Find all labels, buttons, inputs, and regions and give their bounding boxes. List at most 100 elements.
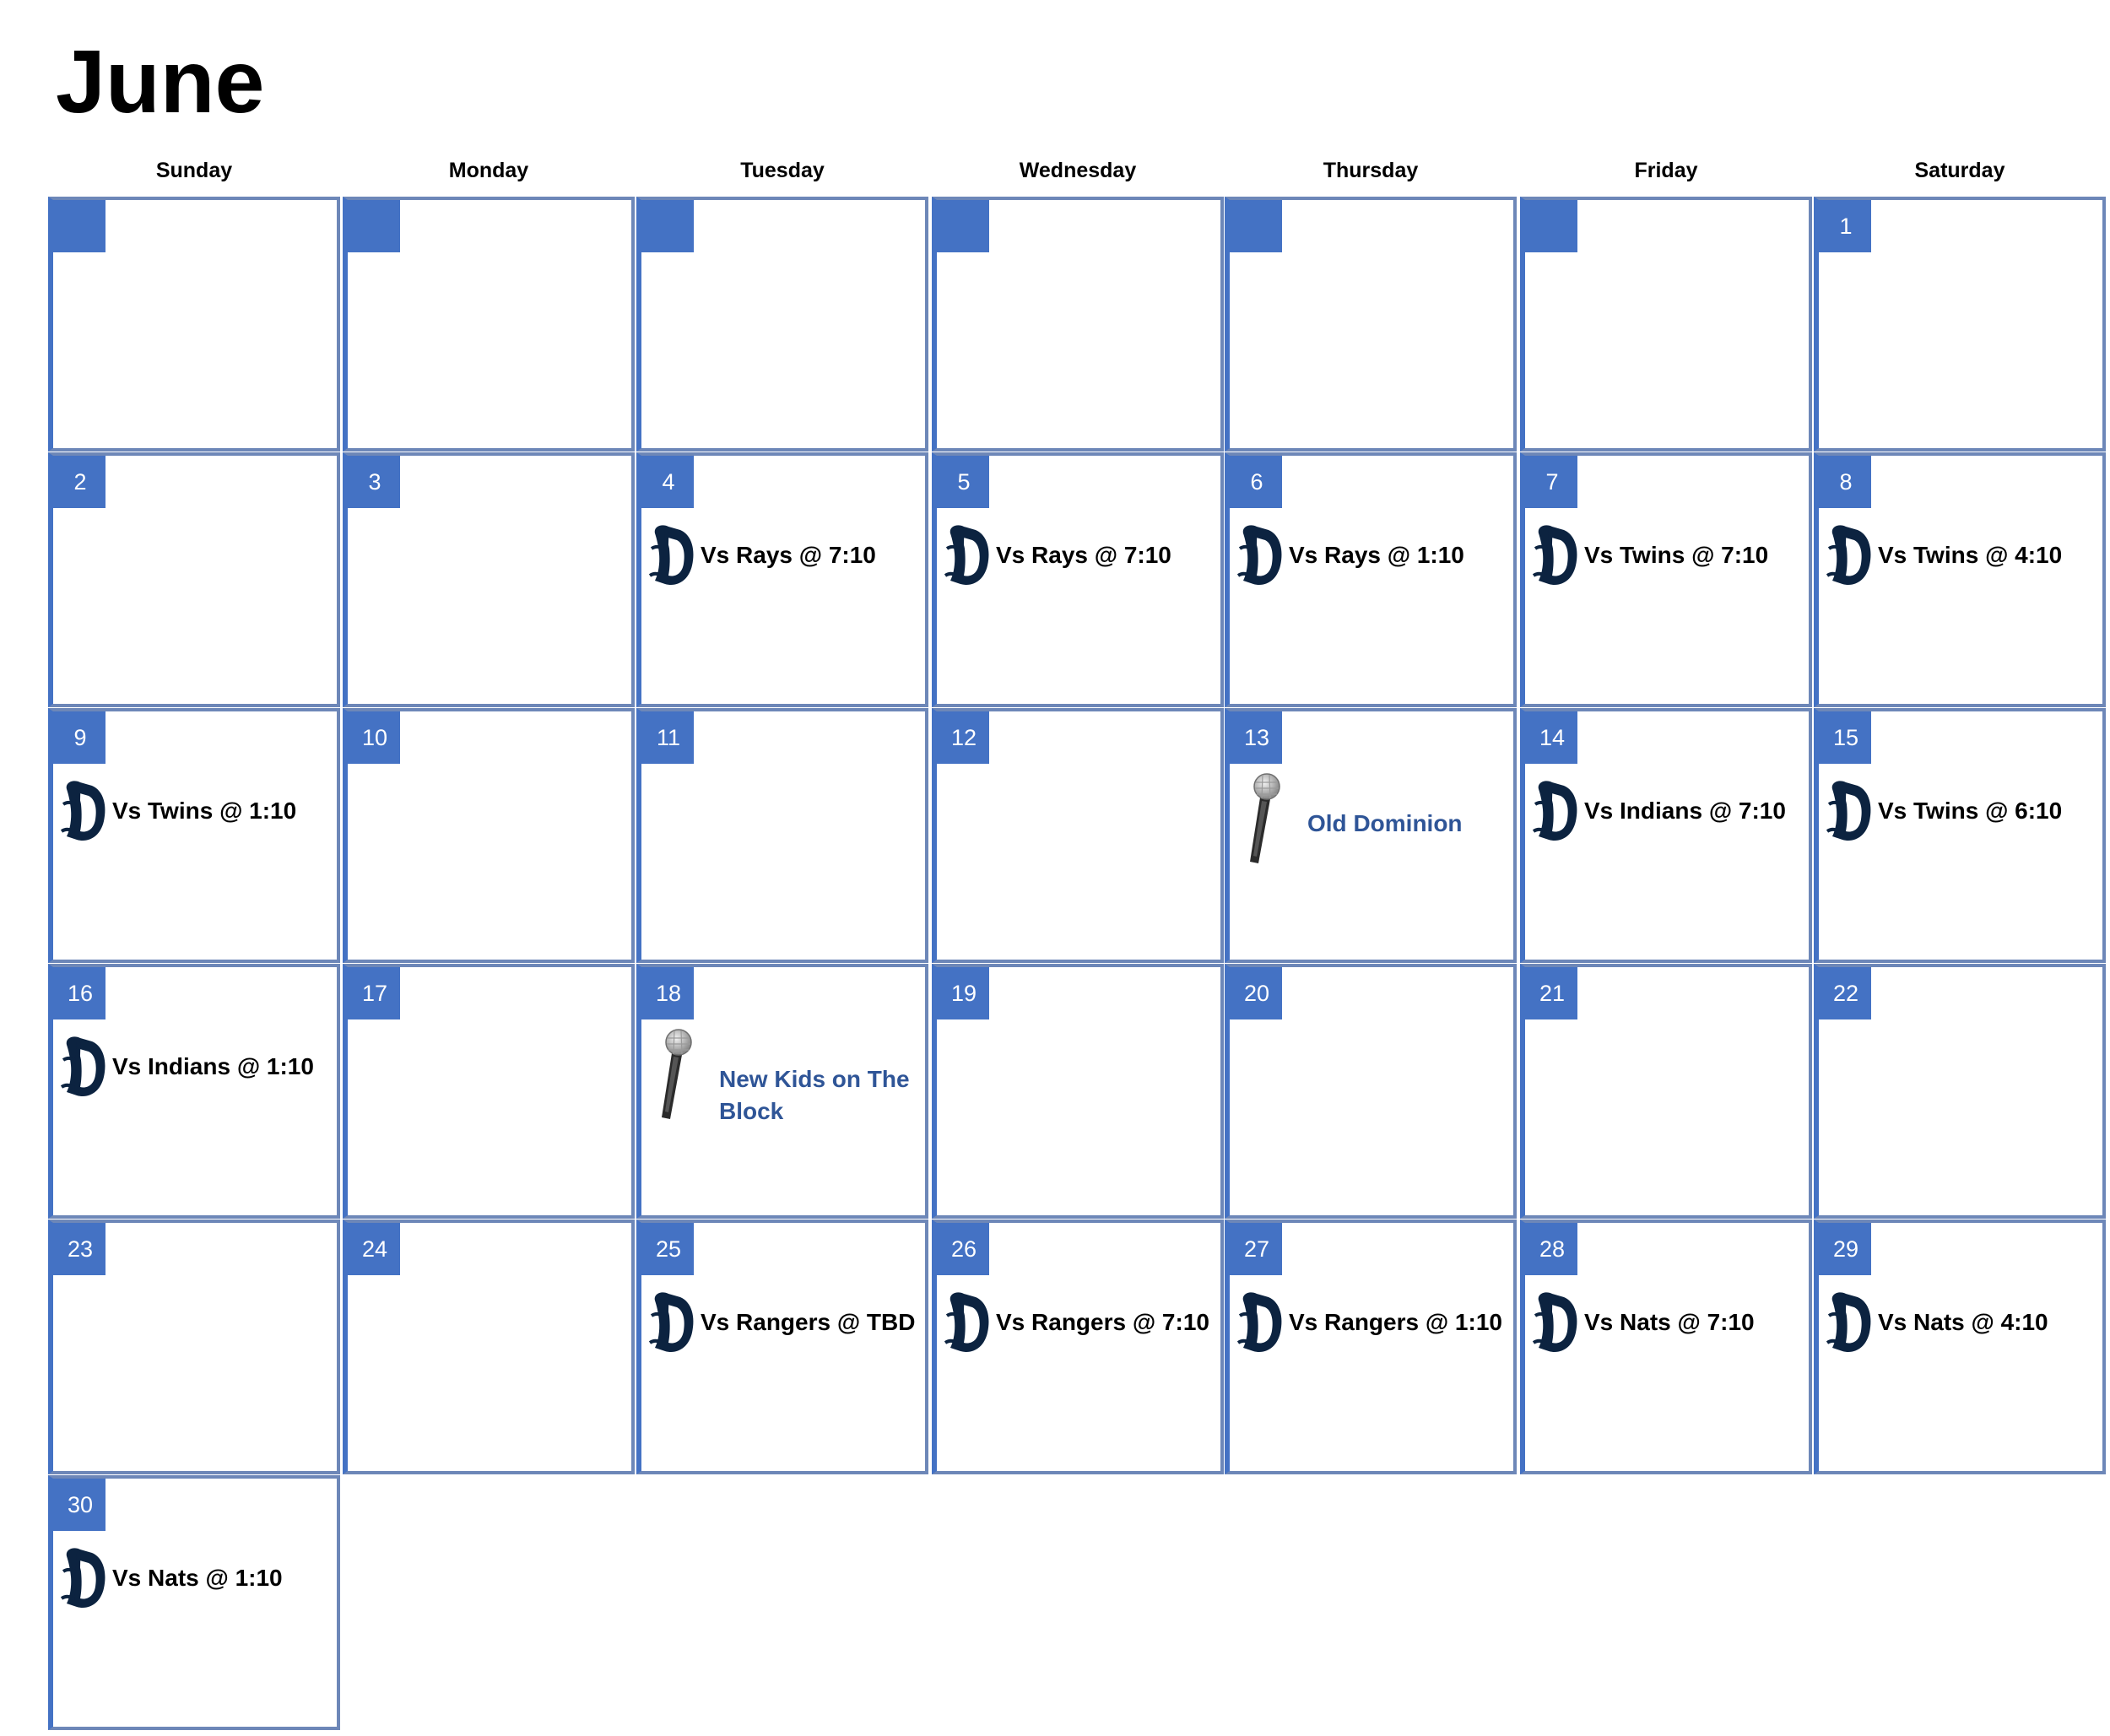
detroit-tigers-d-logo-icon bbox=[1826, 1292, 1871, 1353]
day-cell[interactable]: 7 Vs Twins @ 7:10 bbox=[1520, 452, 1812, 707]
concert-label: New Kids on The Block bbox=[719, 1066, 910, 1124]
game-label: Vs Twins @ 7:10 bbox=[1584, 542, 1769, 568]
tigers-game-event[interactable]: Vs Rays @ 7:10 bbox=[942, 522, 1171, 589]
weekday-header-wednesday: Wednesday bbox=[1019, 159, 1137, 182]
day-cell[interactable]: 15 Vs Twins @ 6:10 bbox=[1814, 708, 2106, 963]
day-number: 8 bbox=[1819, 456, 1871, 508]
concert-label: Old Dominion bbox=[1307, 810, 1463, 836]
day-cell[interactable]: 8 Vs Twins @ 4:10 bbox=[1814, 452, 2106, 707]
detroit-tigers-d-logo-icon bbox=[1236, 1292, 1282, 1353]
weekday-header-monday: Monday bbox=[448, 159, 529, 182]
day-number bbox=[1230, 200, 1282, 252]
day-number: 11 bbox=[641, 711, 694, 764]
day-cell[interactable]: 19 bbox=[932, 964, 1224, 1219]
day-number: 27 bbox=[1230, 1223, 1282, 1275]
tigers-game-event[interactable]: Vs Nats @ 4:10 bbox=[1824, 1289, 2048, 1356]
game-label: Vs Twins @ 4:10 bbox=[1878, 542, 2063, 568]
day-number: 12 bbox=[937, 711, 989, 764]
day-number: 9 bbox=[53, 711, 106, 764]
tigers-game-event[interactable]: Vs Rangers @ TBD bbox=[647, 1289, 915, 1356]
game-label: Vs Rangers @ TBD bbox=[701, 1309, 916, 1335]
day-cell[interactable]: 1 bbox=[1814, 197, 2106, 452]
detroit-tigers-d-logo-icon bbox=[1532, 525, 1577, 586]
microphone-icon bbox=[1250, 773, 1280, 863]
day-number: 24 bbox=[348, 1223, 400, 1275]
day-cell[interactable]: 24 bbox=[343, 1220, 635, 1474]
day-cell[interactable]: 29 Vs Nats @ 4:10 bbox=[1814, 1220, 2106, 1474]
day-cell[interactable]: 17 bbox=[343, 964, 635, 1219]
day-cell[interactable]: 6 Vs Rays @ 1:10 bbox=[1225, 452, 1517, 707]
day-cell[interactable]: 10 bbox=[343, 708, 635, 963]
tigers-game-event[interactable]: Vs Nats @ 7:10 bbox=[1530, 1289, 1755, 1356]
tigers-game-event[interactable]: Vs Indians @ 7:10 bbox=[1530, 777, 1786, 845]
tigers-game-event[interactable]: Vs Twins @ 1:10 bbox=[58, 777, 296, 845]
day-number bbox=[348, 200, 400, 252]
detroit-tigers-d-logo-icon bbox=[60, 1548, 106, 1609]
day-number: 21 bbox=[1525, 967, 1577, 1019]
day-number: 10 bbox=[348, 711, 400, 764]
day-cell[interactable]: 25 Vs Rangers @ TBD bbox=[636, 1220, 928, 1474]
day-cell[interactable] bbox=[48, 197, 340, 452]
tigers-game-event[interactable]: Vs Rays @ 7:10 bbox=[647, 522, 876, 589]
game-label: Vs Nats @ 7:10 bbox=[1584, 1309, 1755, 1335]
day-cell[interactable]: 9 Vs Twins @ 1:10 bbox=[48, 708, 340, 963]
day-number: 14 bbox=[1525, 711, 1577, 764]
day-cell[interactable]: 27 Vs Rangers @ 1:10 bbox=[1225, 1220, 1517, 1474]
tigers-game-event[interactable]: Vs Twins @ 6:10 bbox=[1824, 777, 2062, 845]
day-cell[interactable]: 13 Old Dominion bbox=[1225, 708, 1517, 963]
day-cell[interactable]: 26 Vs Rangers @ 7:10 bbox=[932, 1220, 1224, 1474]
day-cell[interactable]: 12 bbox=[932, 708, 1224, 963]
concert-event[interactable]: Old Dominion bbox=[1242, 772, 1510, 865]
day-cell[interactable]: 28 Vs Nats @ 7:10 bbox=[1520, 1220, 1812, 1474]
day-cell[interactable]: 20 bbox=[1225, 964, 1517, 1219]
day-number: 26 bbox=[937, 1223, 989, 1275]
day-cell[interactable]: 2 bbox=[48, 452, 340, 707]
day-number: 4 bbox=[641, 456, 694, 508]
detroit-tigers-d-logo-icon bbox=[1826, 525, 1871, 586]
day-cell[interactable]: 14 Vs Indians @ 7:10 bbox=[1520, 708, 1812, 963]
weekday-header-friday: Friday bbox=[1634, 159, 1698, 182]
day-cell[interactable]: 4 Vs Rays @ 7:10 bbox=[636, 452, 928, 707]
game-label: Vs Rays @ 7:10 bbox=[701, 542, 876, 568]
tigers-game-event[interactable]: Vs Indians @ 1:10 bbox=[58, 1033, 314, 1101]
day-cell[interactable] bbox=[1520, 197, 1812, 452]
day-number: 23 bbox=[53, 1223, 106, 1275]
concert-event[interactable]: New Kids on The Block bbox=[653, 1028, 922, 1128]
tigers-game-event[interactable]: Vs Rangers @ 7:10 bbox=[942, 1289, 1209, 1356]
day-cell[interactable] bbox=[343, 197, 635, 452]
day-cell[interactable]: 23 bbox=[48, 1220, 340, 1474]
detroit-tigers-d-logo-icon bbox=[60, 781, 106, 841]
weekday-header-tuesday: Tuesday bbox=[740, 159, 825, 182]
day-number: 29 bbox=[1819, 1223, 1871, 1275]
game-label: Vs Nats @ 4:10 bbox=[1878, 1309, 2048, 1335]
day-cell[interactable]: 11 bbox=[636, 708, 928, 963]
day-number bbox=[641, 200, 694, 252]
tigers-game-event[interactable]: Vs Rangers @ 1:10 bbox=[1235, 1289, 1502, 1356]
detroit-tigers-d-logo-icon bbox=[1532, 781, 1577, 841]
tigers-game-event[interactable]: Vs Twins @ 4:10 bbox=[1824, 522, 2062, 589]
game-label: Vs Rangers @ 7:10 bbox=[996, 1309, 1209, 1335]
day-cell[interactable]: 18 New Kids on The Block bbox=[636, 964, 928, 1219]
day-number: 3 bbox=[348, 456, 400, 508]
day-number bbox=[53, 200, 106, 252]
tigers-game-event[interactable]: Vs Nats @ 1:10 bbox=[58, 1544, 283, 1612]
month-title: June bbox=[56, 32, 265, 132]
day-number: 16 bbox=[53, 967, 106, 1019]
tigers-game-event[interactable]: Vs Twins @ 7:10 bbox=[1530, 522, 1768, 589]
day-cell[interactable]: 30 Vs Nats @ 1:10 bbox=[48, 1475, 340, 1730]
weekday-header-sunday: Sunday bbox=[155, 159, 233, 182]
day-cell[interactable]: 21 bbox=[1520, 964, 1812, 1219]
day-cell[interactable]: 16 Vs Indians @ 1:10 bbox=[48, 964, 340, 1219]
day-cell[interactable]: 3 bbox=[343, 452, 635, 707]
day-number: 18 bbox=[641, 967, 694, 1019]
day-cell[interactable] bbox=[932, 197, 1224, 452]
tigers-game-event[interactable]: Vs Rays @ 1:10 bbox=[1235, 522, 1464, 589]
day-number: 5 bbox=[937, 456, 989, 508]
day-cell[interactable] bbox=[636, 197, 928, 452]
game-label: Vs Rangers @ 1:10 bbox=[1289, 1309, 1502, 1335]
day-cell[interactable]: 5 Vs Rays @ 7:10 bbox=[932, 452, 1224, 707]
day-cell[interactable] bbox=[1225, 197, 1517, 452]
day-number: 13 bbox=[1230, 711, 1282, 764]
game-label: Vs Nats @ 1:10 bbox=[112, 1565, 283, 1591]
day-cell[interactable]: 22 bbox=[1814, 964, 2106, 1219]
